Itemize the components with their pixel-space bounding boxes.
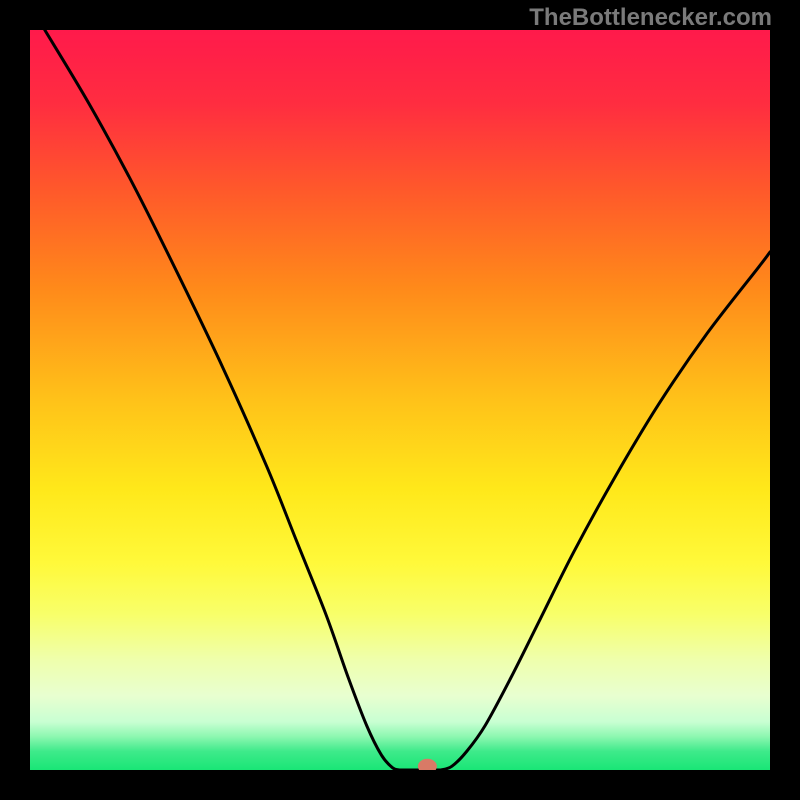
watermark-text: TheBottlenecker.com [529, 4, 772, 32]
chart-container: TheBottlenecker.com [0, 0, 800, 800]
bottleneck-chart [0, 0, 800, 800]
plot-gradient-background [30, 30, 770, 770]
